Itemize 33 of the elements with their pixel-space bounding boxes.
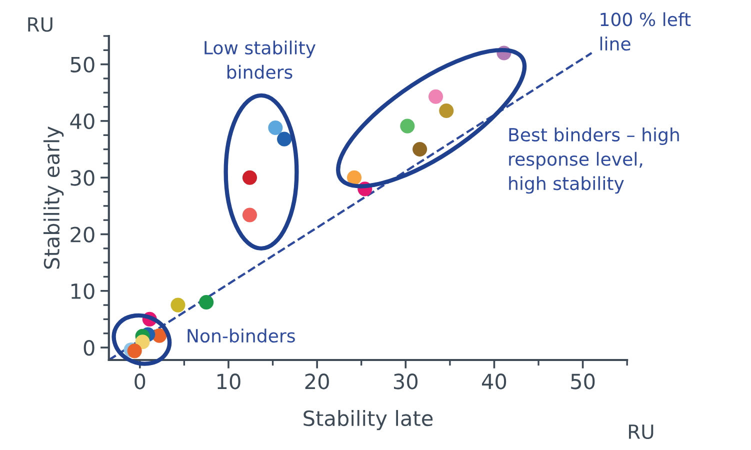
point [242, 170, 258, 185]
x-tick-label: 0 [134, 374, 146, 390]
annotation: 100 % left line [600, 12, 691, 51]
point [242, 208, 258, 222]
point [400, 118, 415, 134]
y-tick-label: 40 [70, 113, 94, 130]
x-tick-label: 30 [394, 374, 418, 390]
y-tick-label: 0 [84, 340, 94, 356]
y-tick-label: 30 [70, 170, 94, 186]
point [199, 294, 214, 310]
y-axis-title: Stability early [43, 126, 64, 269]
point [127, 344, 142, 358]
text: RU [28, 17, 52, 32]
x-tick-label: 50 [571, 374, 595, 390]
x-tick-label: 40 [482, 374, 506, 390]
x-axis-title: Stability late [304, 410, 433, 430]
text: RU [628, 424, 654, 440]
annotation: Non-binders [188, 328, 295, 343]
point [277, 132, 292, 146]
y-tick-label: 20 [70, 226, 94, 242]
y-tick-label: 50 [70, 56, 94, 73]
point [428, 89, 444, 104]
y-tick-label: 10 [71, 283, 94, 300]
point [439, 103, 454, 118]
point [412, 142, 428, 157]
point [268, 120, 283, 136]
point [170, 298, 186, 312]
point [346, 170, 362, 185]
x-tick-label: 20 [305, 374, 329, 390]
x-tick-label: 10 [218, 374, 240, 390]
point [135, 334, 150, 350]
annotation: Best binders – high response level, high stability [509, 128, 679, 194]
annotation: Low stability binders [204, 40, 316, 79]
